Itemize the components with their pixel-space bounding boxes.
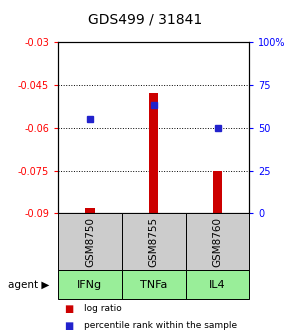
Text: GSM8760: GSM8760 (213, 217, 222, 267)
Text: GSM8755: GSM8755 (149, 217, 159, 267)
Text: GSM8750: GSM8750 (85, 217, 95, 267)
Bar (85, 208, 95, 213)
Text: ■: ■ (64, 321, 73, 331)
Text: IFNg: IFNg (77, 280, 102, 290)
Text: percentile rank within the sample: percentile rank within the sample (84, 321, 237, 330)
Text: GDS499 / 31841: GDS499 / 31841 (88, 13, 202, 27)
Bar (149, 93, 158, 213)
Text: IL4: IL4 (209, 280, 226, 290)
Text: TNFa: TNFa (140, 280, 167, 290)
Text: log ratio: log ratio (84, 304, 122, 313)
Bar (213, 171, 222, 213)
Text: agent ▶: agent ▶ (8, 280, 49, 290)
Text: ■: ■ (64, 304, 73, 314)
